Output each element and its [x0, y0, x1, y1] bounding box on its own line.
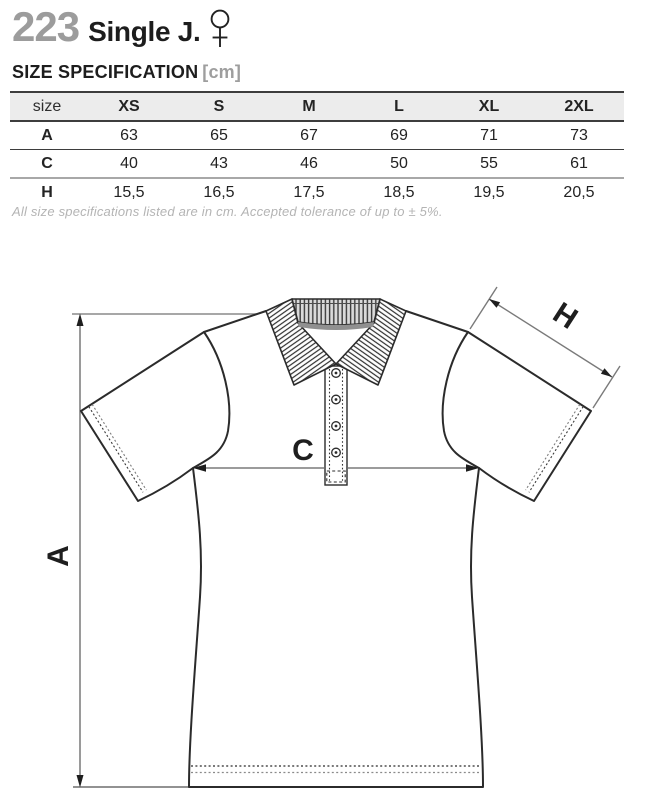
- cell-c-xs: 40: [84, 149, 174, 179]
- page-title: 223 Single J.: [12, 4, 233, 50]
- col-header-l: L: [354, 91, 444, 122]
- table-row-a: A 63 65 67 69 71 73: [10, 121, 624, 150]
- col-header-xl: XL: [444, 91, 534, 122]
- size-table: size XS S M L XL 2XL A 63 65 67 69 71 73…: [10, 91, 624, 206]
- placket-buttons: [331, 368, 341, 458]
- table-footnote: All size specifications listed are in cm…: [12, 204, 443, 219]
- cell-a-xl: 71: [444, 121, 534, 150]
- cell-a-2xl: 73: [534, 121, 624, 150]
- dimension-label-h: H: [547, 296, 583, 335]
- cell-c-l: 50: [354, 149, 444, 179]
- col-header-size: size: [10, 91, 84, 122]
- button-icon: [331, 394, 341, 405]
- row-label-c: C: [10, 149, 84, 179]
- dimension-label-a: A: [42, 545, 75, 567]
- button-icon: [331, 447, 341, 458]
- cell-c-s: 43: [174, 149, 264, 179]
- dimension-label-c: C: [292, 434, 314, 467]
- shirt-body: [188, 310, 484, 788]
- row-label-a: A: [10, 121, 84, 150]
- garment-diagram: A: [42, 286, 621, 788]
- cell-h-s: 16,5: [203, 183, 235, 201]
- col-header-m: M: [264, 91, 354, 122]
- col-header-s: S: [174, 91, 264, 122]
- cell-h-xs: 15,5: [113, 183, 145, 201]
- product-number: 223: [12, 3, 80, 50]
- col-header-xs: XS: [84, 91, 174, 122]
- polo-collar: [265, 298, 407, 386]
- cell-c-m: 46: [264, 149, 354, 179]
- dimension-a-line: A: [42, 313, 263, 788]
- product-name: Single J.: [88, 16, 201, 47]
- cell-h-2xl: 20,5: [563, 183, 595, 201]
- cell-a-xs: 63: [84, 121, 174, 150]
- female-icon: [210, 9, 229, 47]
- button-icon: [331, 368, 341, 378]
- row-label-h: H: [41, 183, 53, 201]
- col-header-2xl: 2XL: [534, 91, 624, 122]
- dimension-c-line: C: [193, 434, 479, 472]
- size-table-header-row: size XS S M L XL 2XL: [10, 91, 624, 122]
- section-heading: SIZE SPECIFICATION [cm]: [12, 62, 241, 83]
- button-icon: [331, 421, 341, 431]
- cell-h-xl: 19,5: [473, 183, 505, 201]
- table-row-c: C 40 43 46 50 55 61: [10, 149, 624, 179]
- cell-h-m: 17,5: [293, 183, 325, 201]
- section-unit: [cm]: [202, 62, 242, 82]
- cell-h-l: 18,5: [383, 183, 415, 201]
- cell-c-xl: 55: [444, 149, 534, 179]
- cell-a-m: 67: [264, 121, 354, 150]
- shirt-sleeves: [80, 331, 592, 502]
- cell-c-2xl: 61: [534, 149, 624, 179]
- table-row-h: H 15,5 16,5 17,5 18,5 19,5 20,5: [10, 178, 624, 206]
- cell-a-l: 69: [354, 121, 444, 150]
- cell-a-s: 65: [174, 121, 264, 150]
- section-title: SIZE SPECIFICATION: [12, 62, 199, 82]
